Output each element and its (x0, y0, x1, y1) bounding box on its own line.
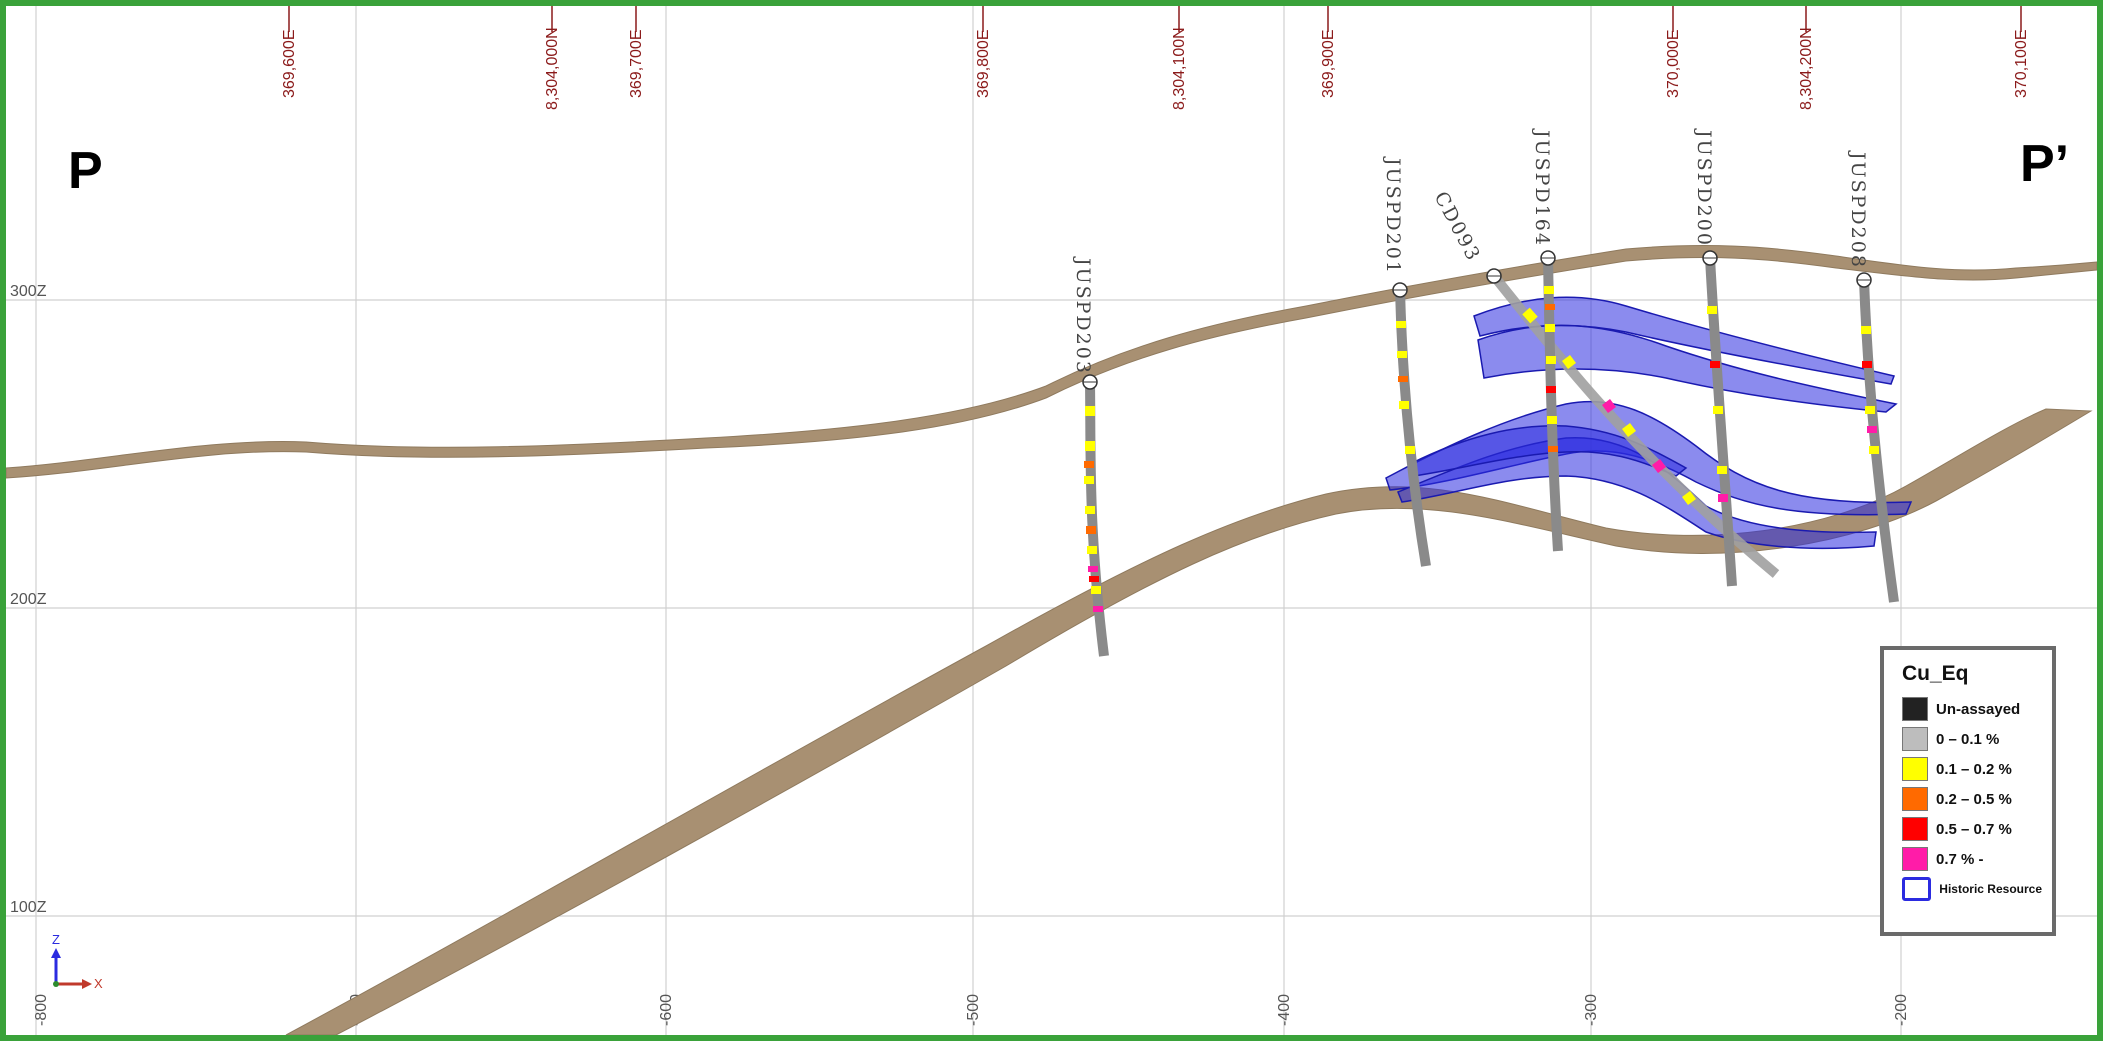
distance-label: -300 (1583, 994, 1600, 1026)
distance-label: -200 (1893, 994, 1910, 1026)
coord-label: 369,600E (281, 29, 298, 98)
top-ticks (288, 6, 2022, 32)
legend-label: Un-assayed (1936, 700, 2021, 718)
legend-item: Un-assayed (1902, 694, 2042, 724)
drillhole-label: CD093 (1430, 188, 1485, 265)
distance-label: -400 (1276, 994, 1293, 1026)
coord-label: 8,304,000N (544, 27, 561, 110)
elevation-label: 300Z (10, 283, 47, 300)
legend-item: 0.1 – 0.2 % (1902, 754, 2042, 784)
legend-label: 0.5 – 0.7 % (1936, 820, 2012, 838)
drillhole-label: JUSPD208 (1847, 150, 1869, 269)
section-end-label: P’ (2020, 135, 2069, 193)
legend-swatch-0.2-0.5 (1902, 787, 1928, 811)
axis-z-label: Z (52, 932, 60, 947)
legend-title: Cu_Eq (1902, 662, 1969, 685)
coord-label: 8,304,100N (1171, 27, 1188, 110)
drillhole-label: JUSPD201 (1382, 156, 1404, 275)
axis-x-label: X (94, 976, 103, 991)
grid-vertical (35, 6, 1902, 1035)
drillhole-trace (1082, 374, 1109, 657)
legend-label: 0.2 – 0.5 % (1936, 790, 2012, 808)
drillhole-trace (1856, 272, 1899, 603)
legend-item: 0.5 – 0.7 % (1902, 814, 2042, 844)
coord-label: 369,900E (1320, 29, 1337, 98)
drillhole-label: JUSPD164 (1531, 128, 1553, 247)
drillhole-trace (1392, 282, 1431, 567)
legend-swatch-0.1-0.2 (1902, 757, 1928, 781)
coord-label: 8,304,200N (1798, 27, 1815, 110)
topographic-surface (6, 244, 2097, 479)
legend-swatch-historic-resource (1902, 877, 1932, 901)
elevation-label: 200Z (10, 591, 47, 608)
distance-label: -500 (965, 994, 982, 1026)
legend-swatch-0.7-plus (1902, 847, 1928, 871)
coord-label: 370,100E (2013, 29, 2030, 98)
legend-item: 0.7 % - (1902, 844, 2042, 874)
legend-label: 0.1 – 0.2 % (1936, 760, 2012, 778)
axis-orientation-indicator: Z X (51, 932, 103, 991)
drillhole-traces (1082, 250, 1899, 657)
grid-horizontal (6, 299, 2097, 917)
drillhole-trace (1540, 250, 1563, 552)
legend-item: 0 – 0.1 % (1902, 724, 2042, 754)
coord-label: 370,000E (1665, 29, 1682, 98)
drillhole-label: JUSPD203 (1072, 256, 1094, 375)
legend-item: 0.2 – 0.5 % (1902, 784, 2042, 814)
section-start-label: P (68, 142, 103, 200)
distance-label: -600 (658, 994, 675, 1026)
cu-eq-legend: Cu_Eq Un-assayed 0 – 0.1 % 0.1 – 0.2 % 0… (1880, 646, 2056, 936)
legend-label: 0 – 0.1 % (1936, 730, 2000, 748)
coord-label: 369,800E (975, 29, 992, 98)
legend-swatch-0.5-0.7 (1902, 817, 1928, 841)
elevation-label: 100Z (10, 899, 47, 916)
legend-label: Historic Resource (1939, 882, 2042, 896)
legend-label: 0.7 % - (1936, 850, 1984, 868)
legend-swatch-0-0.1 (1902, 727, 1928, 751)
drillhole-label: JUSPD200 (1693, 128, 1715, 247)
coord-label: 369,700E (628, 29, 645, 98)
top-coordinate-labels: 369,600E 8,304,000N 369,700E 369,800E 8,… (281, 27, 2030, 110)
drillhole-trace (1702, 250, 1737, 587)
cross-section-view: 369,600E 8,304,000N 369,700E 369,800E 8,… (6, 6, 2097, 1035)
legend-item: Historic Resource (1902, 874, 2042, 904)
distance-label: -800 (33, 994, 50, 1026)
legend-swatch-unassayed (1902, 697, 1928, 721)
